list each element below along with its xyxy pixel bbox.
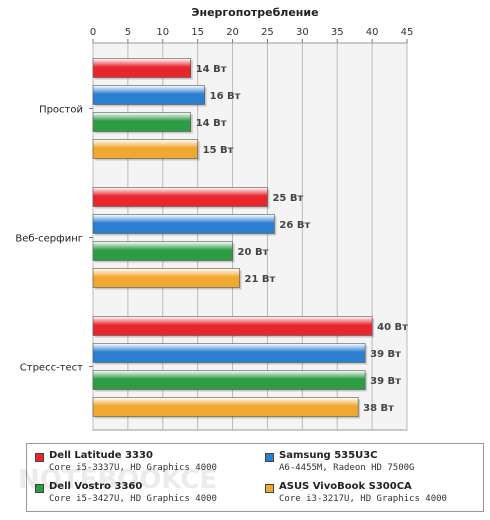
category-label: Простой — [39, 105, 83, 116]
tick-label: 5 — [125, 27, 131, 38]
bar — [92, 316, 373, 336]
tick-label: 25 — [261, 27, 274, 38]
bar — [92, 214, 275, 234]
bar — [92, 343, 366, 363]
value-label: 40 Вт — [377, 322, 408, 333]
value-label: 39 Вт — [370, 349, 401, 360]
plot-area — [92, 42, 408, 431]
tick-label: 40 — [366, 27, 379, 38]
value-label: 38 Вт — [363, 403, 394, 414]
tick-label: 30 — [296, 27, 309, 38]
bar — [92, 370, 366, 390]
value-label: 14 Вт — [196, 118, 227, 129]
legend-name: ASUS VivoBook S300CA — [279, 481, 412, 492]
value-label: 16 Вт — [210, 91, 241, 102]
tick-label: 10 — [156, 27, 169, 38]
value-label: 21 Вт — [245, 274, 276, 285]
legend-spec: Core i5-3337U, HD Graphics 4000 — [49, 463, 217, 473]
legend-spec: A6-4455M, Radeon HD 7500G — [279, 463, 415, 473]
tick-label: 35 — [331, 27, 344, 38]
bar — [92, 139, 198, 159]
legend-spec: Core i5-3427U, HD Graphics 4000 — [49, 494, 217, 504]
labels: 0 5 10 15 20 25 30 35 40 45 Простой 14 Вт 16 Вт 14 Вт… — [15, 27, 413, 414]
bar — [92, 187, 268, 207]
legend-swatch — [265, 484, 274, 493]
bars — [92, 58, 375, 419]
legend-name: Dell Latitude 3330 — [49, 450, 153, 461]
value-label: 15 Вт — [203, 145, 234, 156]
tick-label: 45 — [401, 27, 414, 38]
value-label: 25 Вт — [272, 193, 303, 204]
category-label: Веб-серфинг — [15, 234, 83, 245]
bar — [92, 112, 191, 132]
category-label: Стресс-тест — [20, 363, 83, 374]
chart-title: Энергопотребление — [191, 6, 318, 19]
grid — [89, 39, 408, 431]
bar — [92, 241, 233, 261]
tick-label: 20 — [226, 27, 239, 38]
bar — [92, 268, 240, 288]
bar — [92, 397, 359, 417]
legend-swatch — [35, 453, 44, 462]
tick-label: 15 — [191, 27, 204, 38]
value-label: 26 Вт — [279, 220, 310, 231]
legend-name: Dell Vostro 3360 — [49, 481, 143, 492]
value-label: 39 Вт — [370, 376, 401, 387]
legend-swatch — [265, 453, 274, 462]
bar — [92, 58, 191, 78]
tick-label: 0 — [90, 27, 96, 38]
legend: Dell Latitude 3330 Core i5-3337U, HD Gra… — [26, 443, 484, 512]
value-label: 14 Вт — [196, 64, 227, 75]
value-label: 20 Вт — [238, 247, 269, 258]
bar — [92, 85, 205, 105]
legend-name: Samsung 535U3C — [279, 450, 378, 461]
legend-swatch — [35, 484, 44, 493]
power-consumption-chart: Энергопотребление 0 5 10 15 20 25 30 35 40 45 Прос… — [15, 6, 413, 431]
legend-spec: Core i3-3217U, HD Graphics 4000 — [279, 494, 447, 504]
